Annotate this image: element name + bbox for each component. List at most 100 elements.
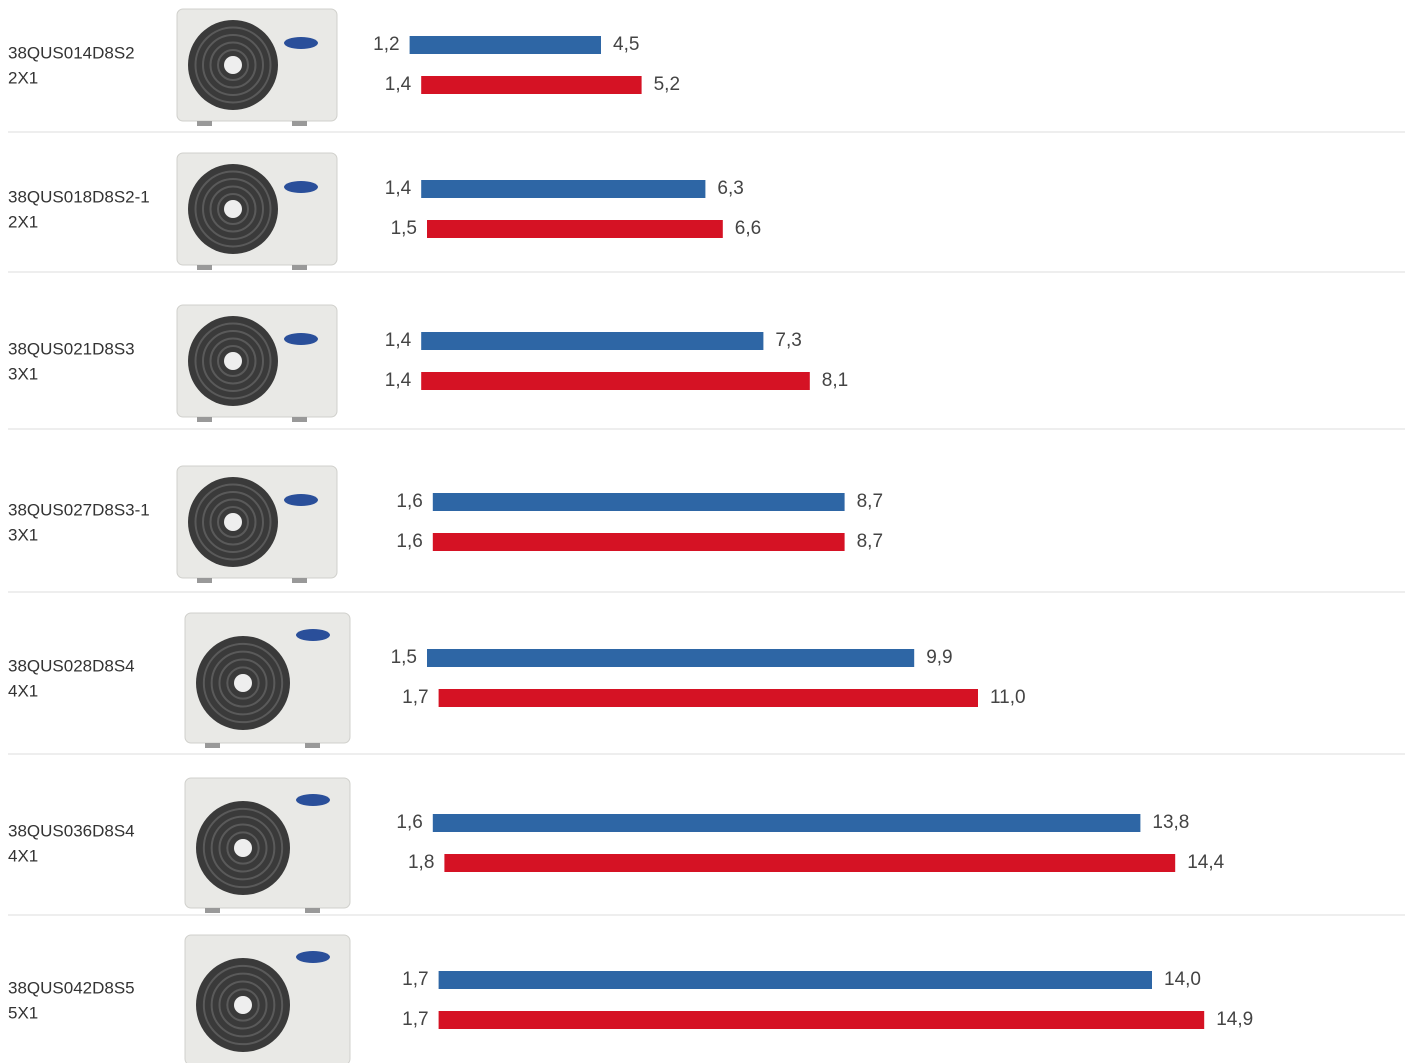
foot bbox=[205, 908, 220, 913]
max-label: 5,2 bbox=[654, 74, 680, 95]
grille-ring bbox=[218, 658, 268, 708]
foot bbox=[197, 265, 212, 270]
unit-image bbox=[184, 934, 351, 1063]
foot bbox=[292, 578, 307, 583]
range-bar bbox=[438, 689, 979, 707]
foot bbox=[292, 417, 307, 422]
grille-ring bbox=[194, 26, 272, 104]
max-label: 8,7 bbox=[857, 491, 883, 512]
fan-hub bbox=[234, 839, 252, 857]
grille-ring bbox=[217, 345, 249, 377]
min-label: 1,8 bbox=[408, 852, 434, 873]
min-label: 1,7 bbox=[402, 969, 428, 990]
fan-hub bbox=[224, 200, 242, 218]
range-bar bbox=[421, 180, 706, 198]
max-label: 8,1 bbox=[822, 370, 848, 391]
configuration: 4X1 bbox=[8, 681, 38, 700]
logo bbox=[296, 794, 330, 806]
grille-ring bbox=[217, 49, 249, 81]
fan-hub bbox=[234, 996, 252, 1014]
grille-ring bbox=[202, 642, 284, 724]
model-name: 38QUS042D8S5 bbox=[8, 978, 135, 997]
range-bar bbox=[432, 493, 845, 511]
grille-ring bbox=[202, 964, 284, 1046]
unit-image bbox=[176, 8, 338, 126]
model-name: 38QUS018D8S2-1 bbox=[8, 187, 150, 206]
grille-ring bbox=[210, 650, 276, 716]
foot bbox=[197, 578, 212, 583]
grille-ring bbox=[202, 178, 264, 240]
grille-ring bbox=[209, 185, 257, 233]
logo bbox=[284, 37, 318, 49]
max-label: 4,5 bbox=[613, 34, 639, 55]
grille-ring bbox=[209, 498, 257, 546]
max-label: 11,0 bbox=[990, 687, 1026, 708]
configuration: 3X1 bbox=[8, 364, 38, 383]
fan-hub bbox=[224, 352, 242, 370]
range-bar bbox=[438, 971, 1153, 989]
foot bbox=[305, 743, 320, 748]
foot bbox=[292, 121, 307, 126]
range-bar bbox=[432, 814, 1141, 832]
max-label: 14,4 bbox=[1187, 852, 1224, 873]
range-bar bbox=[421, 372, 810, 390]
model-name: 38QUS021D8S3 bbox=[8, 339, 135, 358]
min-label: 1,2 bbox=[373, 34, 399, 55]
unit-image bbox=[184, 612, 351, 748]
logo bbox=[296, 951, 330, 963]
configuration: 2X1 bbox=[8, 212, 38, 231]
max-label: 9,9 bbox=[926, 647, 952, 668]
range-bar bbox=[427, 220, 723, 238]
grille-ring bbox=[226, 666, 260, 700]
grille-ring bbox=[217, 193, 249, 225]
grille-ring bbox=[202, 34, 264, 96]
configuration: 5X1 bbox=[8, 1003, 38, 1022]
unit-image bbox=[176, 304, 338, 422]
foot bbox=[305, 908, 320, 913]
grille-ring bbox=[209, 41, 257, 89]
grille-ring bbox=[217, 506, 249, 538]
range-bar bbox=[409, 36, 601, 54]
range-bar bbox=[421, 332, 764, 350]
fan-hub bbox=[234, 674, 252, 692]
min-label: 1,6 bbox=[396, 812, 422, 833]
unit-image bbox=[184, 777, 351, 913]
grille-ring bbox=[209, 337, 257, 385]
max-label: 6,6 bbox=[735, 218, 761, 239]
min-label: 1,5 bbox=[391, 647, 417, 668]
foot bbox=[292, 265, 307, 270]
range-bar bbox=[427, 649, 915, 667]
model-name: 38QUS028D8S4 bbox=[8, 656, 135, 675]
max-label: 13,8 bbox=[1152, 812, 1189, 833]
range-bar bbox=[444, 854, 1176, 872]
grille-ring bbox=[194, 322, 272, 400]
logo bbox=[284, 333, 318, 345]
max-label: 14,0 bbox=[1164, 969, 1201, 990]
range-bar bbox=[432, 533, 845, 551]
model-name: 38QUS027D8S3-1 bbox=[8, 500, 150, 519]
grille-ring bbox=[202, 330, 264, 392]
max-label: 7,3 bbox=[775, 330, 801, 351]
unit-image bbox=[176, 152, 338, 270]
model-name: 38QUS014D8S2 bbox=[8, 43, 135, 62]
grille-ring bbox=[210, 972, 276, 1038]
configuration: 2X1 bbox=[8, 68, 38, 87]
min-label: 1,4 bbox=[385, 330, 412, 351]
min-label: 1,6 bbox=[396, 531, 422, 552]
grille-ring bbox=[226, 831, 260, 865]
foot bbox=[197, 121, 212, 126]
logo bbox=[296, 629, 330, 641]
configuration: 4X1 bbox=[8, 846, 38, 865]
logo bbox=[284, 494, 318, 506]
min-label: 1,4 bbox=[385, 178, 412, 199]
grille-ring bbox=[210, 815, 276, 881]
fan-hub bbox=[224, 513, 242, 531]
min-label: 1,4 bbox=[385, 370, 412, 391]
max-label: 8,7 bbox=[857, 531, 883, 552]
range-bar bbox=[438, 1011, 1205, 1029]
grille-ring bbox=[202, 807, 284, 889]
logo bbox=[284, 181, 318, 193]
max-label: 6,3 bbox=[717, 178, 743, 199]
grille-ring bbox=[194, 170, 272, 248]
foot bbox=[205, 743, 220, 748]
